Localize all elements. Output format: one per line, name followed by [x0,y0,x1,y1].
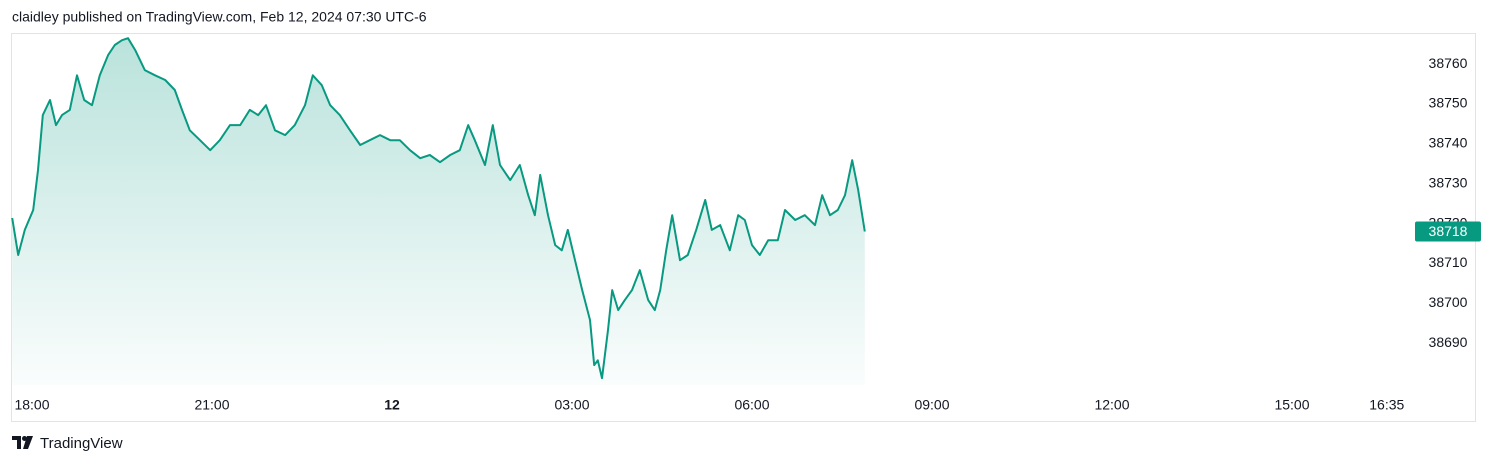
price-line [11,37,866,380]
y-tick-label: 38700 [1429,294,1468,310]
x-tick-label: 18:00 [14,397,49,413]
y-tick-label: 38710 [1429,254,1468,270]
y-tick-label: 38750 [1429,95,1468,111]
x-tick-label: 21:00 [194,397,229,413]
brand-name: TradingView [40,435,123,452]
x-tick-label: 12:00 [1094,397,1129,413]
chart-title: claidley published on TradingView.com, F… [12,9,427,25]
y-tick-label: 38760 [1429,55,1468,71]
y-tick-label: 38740 [1429,135,1468,151]
x-tick-label: 06:00 [734,397,769,413]
y-tick-label: 38690 [1429,334,1468,350]
y-tick-label: 38730 [1429,174,1468,190]
plot-area: 3869038700387103872038730387403875038760… [11,37,1481,413]
last-price-badge [1415,221,1481,242]
area [12,38,865,385]
brand-logo [12,436,33,449]
last-price-label: 38718 [1429,223,1468,239]
x-tick-label: 12 [384,397,400,413]
x-tick-label: 15:00 [1274,397,1309,413]
x-tick-label: 09:00 [914,397,949,413]
x-tick-label: 03:00 [554,397,589,413]
x-tick-label: 16:35 [1369,397,1404,413]
